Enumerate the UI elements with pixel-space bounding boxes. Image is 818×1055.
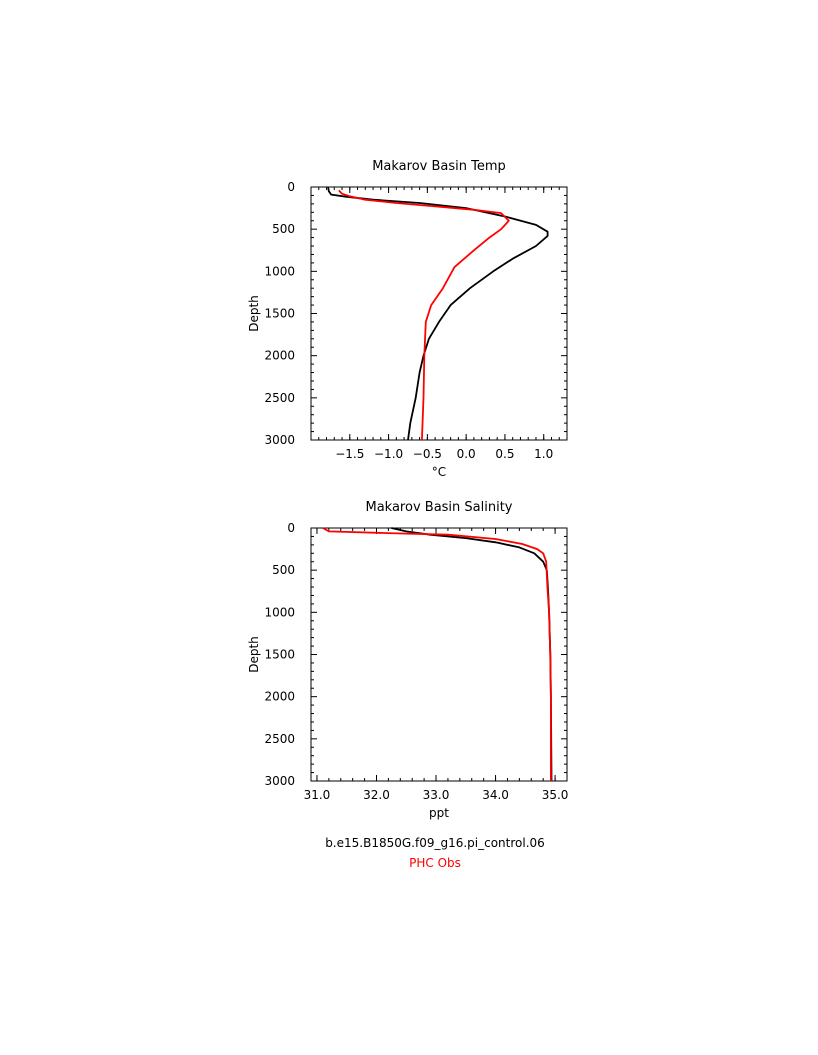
y-tick-label: 2000	[264, 690, 295, 704]
series-line-model	[327, 186, 549, 441]
y-tick-label: 1500	[264, 648, 295, 662]
series-line-model	[391, 527, 553, 782]
x-tick-label: 1.0	[534, 447, 553, 461]
x-axis-label: ppt	[429, 806, 449, 820]
y-tick-label: 1000	[264, 605, 295, 619]
x-tick-label: 0.5	[495, 447, 514, 461]
chart-title: Makarov Basin Temp	[372, 159, 506, 174]
y-axis-label: Depth	[247, 295, 261, 332]
y-tick-label: 1500	[264, 307, 295, 321]
y-tick-label: 500	[272, 563, 295, 577]
y-axis-label: Depth	[247, 636, 261, 673]
y-tick-label: 2500	[264, 391, 295, 405]
plot-frame	[310, 527, 568, 782]
legend-obs-label: PHC Obs	[409, 856, 461, 870]
x-tick-label: −1.0	[374, 447, 403, 461]
x-tick-label: 31.0	[304, 788, 331, 802]
y-tick-label: 1000	[264, 264, 295, 278]
y-tick-label: 2500	[264, 732, 295, 746]
y-tick-label: 0	[287, 521, 295, 535]
chart-title: Makarov Basin Salinity	[365, 500, 512, 515]
series-line-obs	[338, 189, 510, 441]
y-tick-label: 3000	[264, 433, 295, 447]
x-tick-label: 0.0	[457, 447, 476, 461]
x-tick-label: −1.5	[335, 447, 364, 461]
y-tick-label: 500	[272, 222, 295, 236]
x-axis-label: °C	[432, 465, 446, 479]
chart-panel-1: Makarov Basin Temp −1.5 −1.0 −0.5 0.0 0.5 1.0 0…	[247, 159, 568, 479]
x-tick-label: 33.0	[423, 788, 450, 802]
plot-frame	[310, 186, 568, 441]
legend-model-label: b.e15.B1850G.f09_g16.pi_control.06	[325, 836, 545, 850]
y-tick-label: 2000	[264, 349, 295, 363]
y-tick-label: 3000	[264, 774, 295, 788]
series-line-obs	[322, 527, 552, 781]
x-tick-label: 32.0	[363, 788, 390, 802]
x-tick-label: 34.0	[482, 788, 509, 802]
y-tick-label: 0	[287, 180, 295, 194]
chart-panel-2: Makarov Basin Salinity 31.0 32.0 33.0 34.0 35…	[247, 500, 568, 820]
x-tick-label: 35.0	[542, 788, 569, 802]
x-tick-label: −0.5	[413, 447, 442, 461]
